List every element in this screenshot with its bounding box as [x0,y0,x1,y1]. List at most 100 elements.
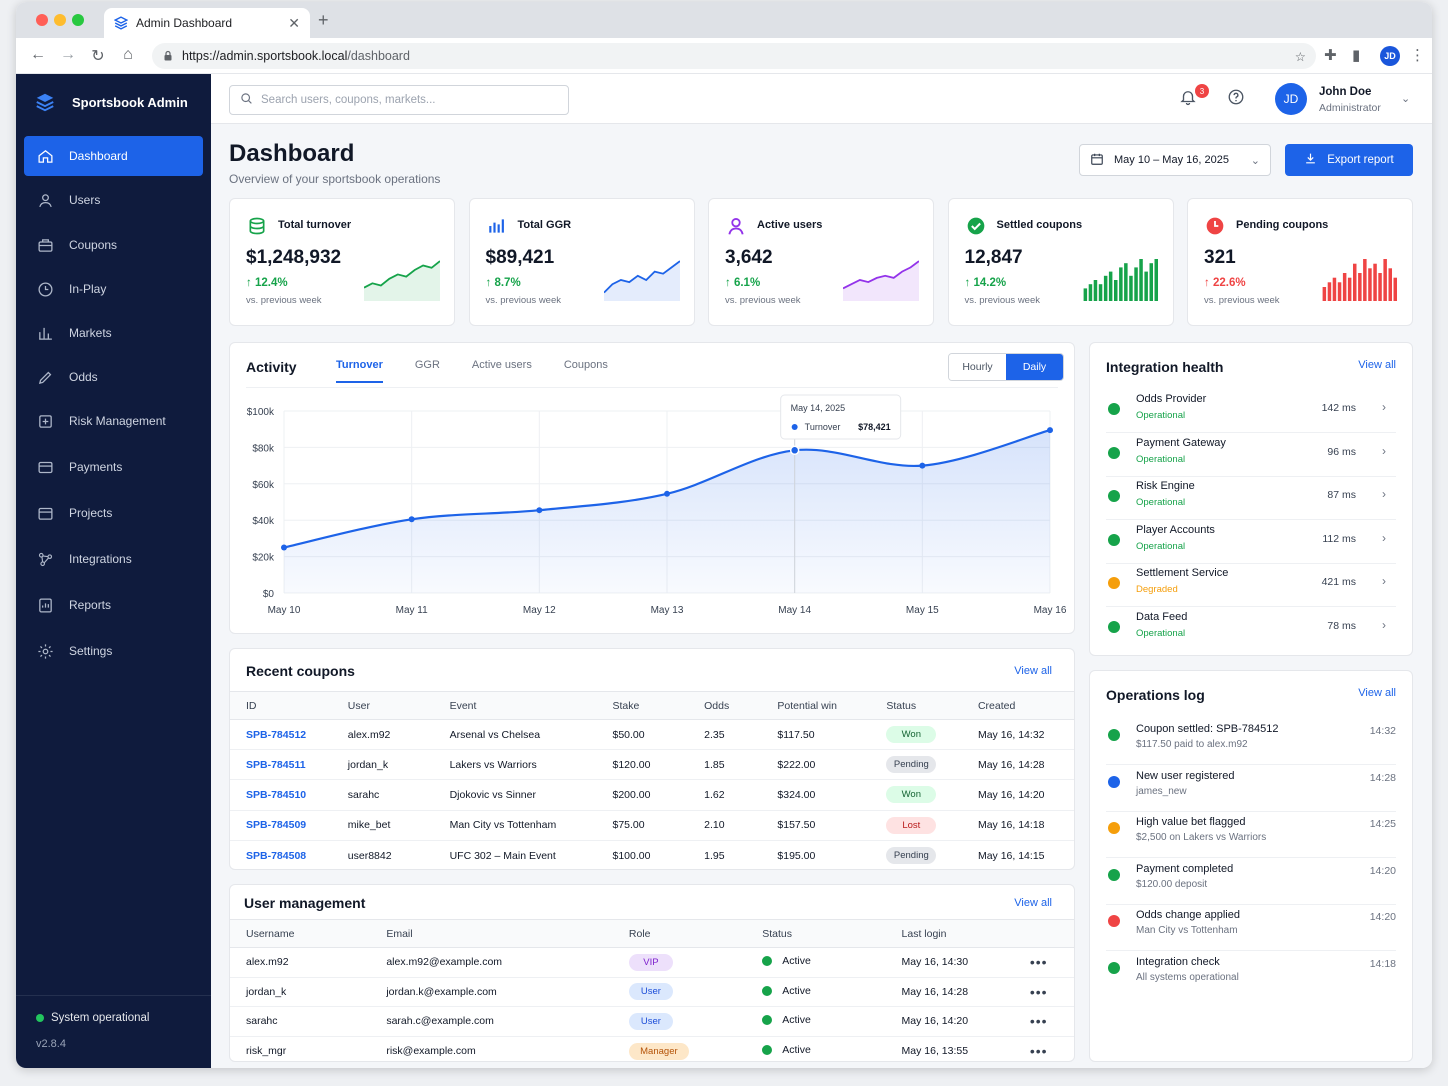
url-field[interactable]: https://admin.sportsbook.local/dashboard… [152,43,1316,69]
integrations-view-all-link[interactable]: View all [1358,359,1396,371]
hourly-toggle[interactable]: Hourly [949,354,1006,380]
search-input[interactable]: Search users, coupons, markets... [229,85,569,115]
close-tab-icon[interactable]: ✕ [288,14,300,31]
integration-row-player-accounts[interactable]: Player Accounts Operational 112 ms › [1106,520,1396,564]
kpi-card-active-users[interactable]: Active users 3,642 ↑ 6.1% vs. previous week [708,198,934,326]
integration-row-odds-provider[interactable]: Odds Provider Operational 142 ms › [1106,389,1396,433]
table-row[interactable]: SPB-784512 alex.m92 Arsenal vs Chelsea $50.… [230,719,1074,751]
brand[interactable]: Sportsbook Admin [16,74,211,130]
more-options-icon[interactable]: ••• [1029,954,1048,971]
tab-ggr[interactable]: GGR [414,359,440,371]
bar-chart-icon [36,324,54,342]
browser-profile-avatar[interactable]: JD [1380,46,1400,66]
sparkbar [1368,268,1372,301]
sidebar-item-reports[interactable]: Reports [24,585,203,625]
system-status-label: System operational [51,1012,150,1024]
back-icon[interactable]: ← [30,46,46,63]
sidebar-item-payments[interactable]: Payments [24,447,203,487]
browser-tab[interactable]: Admin Dashboard ✕ [104,8,310,38]
kpi-label: Pending coupons [1236,219,1329,231]
sidebar-item-projects[interactable]: Projects [24,493,203,533]
home-nav-icon[interactable]: ⌂ [123,46,133,63]
sidebar-item-in-play[interactable]: In-Play [24,269,203,309]
coupon-id-link[interactable]: SPB-784512 [246,728,307,741]
coupons-view-all-link[interactable]: View all [1014,665,1052,677]
table-row[interactable]: SPB-784508 user8842 UFC 302 – Main Event $1… [230,840,1074,870]
coupon-id-link[interactable]: SPB-784510 [246,788,307,801]
coupon-event: Djokovic vs Sinner [433,779,597,811]
chevron-right-icon[interactable]: › [1382,400,1386,414]
minimize-window-button[interactable] [54,14,66,26]
close-window-button[interactable] [36,14,48,26]
sidebar-item-coupons[interactable]: Coupons [24,225,203,265]
sidepanel-icon[interactable]: ▮ [1352,47,1361,64]
data-point [408,516,415,523]
integration-row-risk-engine[interactable]: Risk Engine Operational 87 ms › [1106,476,1396,521]
user-name[interactable]: John Doe [1319,86,1372,98]
status-dot [762,1045,773,1055]
table-row[interactable]: SPB-784511 jordan_k Lakers vs Warriors $120… [230,749,1074,781]
kpi-card-total-turnover[interactable]: Total turnover $1,248,932 ↑ 12.4% vs. previ… [229,198,455,326]
integration-row-payment-gateway[interactable]: Payment Gateway Operational 96 ms › [1106,433,1396,477]
sidebar-item-dashboard[interactable]: Dashboard [24,136,203,176]
more-options-icon[interactable]: ••• [1029,1043,1048,1059]
sidebar-item-label: Odds [69,370,98,384]
tab-coupons[interactable]: Coupons [563,359,608,371]
integration-row-data-feed[interactable]: Data Feed Operational 78 ms › [1106,607,1396,651]
chevron-right-icon[interactable]: › [1382,574,1386,589]
sidebar-item-integrations[interactable]: Integrations [24,539,203,579]
chevron-right-icon[interactable]: › [1382,443,1386,458]
table-row[interactable]: jordan_k jordan.k@example.com User Active Ma… [230,977,1074,1007]
coupon-id[interactable]: SPB-784511 [230,749,332,781]
kpi-card-total-ggr[interactable]: Total GGR $89,421 ↑ 8.7% vs. previous week [468,198,695,326]
date-range-picker[interactable]: May 10 – May 16, 2025 ⌄ [1079,144,1271,176]
export-report-button[interactable]: Export report [1285,144,1413,176]
table-row[interactable]: alex.m92 alex.m92@example.com VIP Active May… [230,947,1074,978]
coupon-id[interactable]: SPB-784509 [230,810,332,841]
coupon-id-link[interactable]: SPB-784509 [246,819,307,832]
sidebar-item-users[interactable]: Users [24,180,203,220]
browser-menu-icon[interactable]: ⋮ [1410,47,1425,64]
table-row[interactable]: SPB-784510 sarahc Djokovic vs Sinner $200.0… [230,779,1074,811]
users-view-all-link[interactable]: View all [1014,897,1052,909]
extensions-icon[interactable]: ✚ [1324,47,1337,64]
coupon-id[interactable]: SPB-784510 [230,779,332,811]
integration-row-settlement-service[interactable]: Settlement Service Degraded 421 ms › [1106,563,1396,608]
coupon-id[interactable]: SPB-784512 [230,719,332,751]
sidebar-item-settings[interactable]: Settings [24,631,203,671]
chevron-right-icon[interactable]: › [1382,530,1386,545]
forward-icon[interactable]: → [60,46,76,63]
chevron-right-icon[interactable]: › [1382,618,1386,632]
coupon-status: Lost [870,810,962,841]
sidebar-item-label: Payments [69,460,123,474]
integration-latency: 142 ms [1321,402,1356,414]
maximize-window-button[interactable] [72,14,84,26]
new-tab-button[interactable]: + [318,10,329,30]
operations-view-all-link[interactable]: View all [1358,687,1396,699]
kpi-card-settled-coupons[interactable]: Settled coupons 12,847 ↑ 14.2% vs. previous… [947,198,1174,326]
chevron-right-icon[interactable]: › [1382,487,1386,502]
table-row[interactable]: SPB-784509 mike_bet Man City vs Tottenham $… [230,810,1074,841]
bookmark-star-icon[interactable]: ☆ [1294,49,1306,64]
coupons-table: ID User Event Stake Odds Potential win Status C… [230,691,1074,870]
sidebar-item-odds[interactable]: Odds [24,357,203,397]
sidebar-item-markets[interactable]: Markets [24,313,203,353]
kpi-comparison: vs. previous week [964,295,1041,306]
coupon-id[interactable]: SPB-784508 [230,840,332,870]
sidebar-item-risk-management[interactable]: Risk Management [24,401,203,441]
bell-icon[interactable] [1179,88,1197,111]
more-options-icon[interactable]: ••• [1029,1013,1048,1030]
coupon-id-link[interactable]: SPB-784511 [246,758,306,771]
reload-icon[interactable]: ↻ [91,48,105,65]
daily-toggle[interactable]: Daily [1006,354,1063,380]
more-options-icon[interactable]: ••• [1029,983,1048,1000]
user-avatar[interactable]: JD [1275,83,1307,115]
tab-turnover[interactable]: Turnover [336,359,383,383]
table-row[interactable]: sarahc sarah.c@example.com User Active May 1… [230,1006,1074,1037]
tab-active-users[interactable]: Active users [471,359,532,371]
table-row[interactable]: risk_mgr risk@example.com Manager Active May… [230,1036,1074,1066]
coupon-id-link[interactable]: SPB-784508 [246,849,307,862]
kpi-card-pending-coupons[interactable]: Pending coupons 321 ↑ 22.6% vs. previous we… [1187,198,1413,326]
help-icon[interactable] [1227,88,1245,111]
chevron-down-icon[interactable]: ⌄ [1401,93,1411,105]
